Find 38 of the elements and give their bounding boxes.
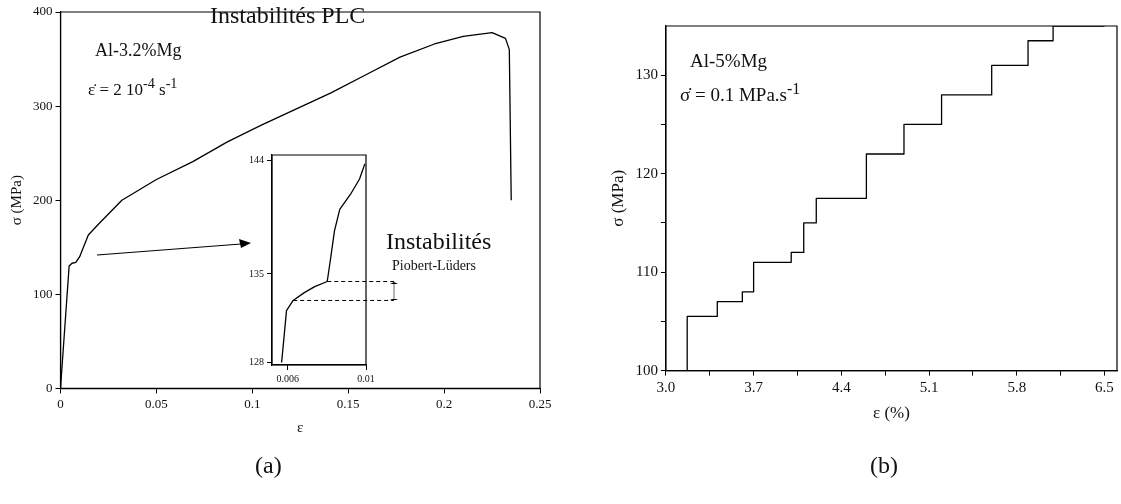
x-tick-label: 0 xyxy=(57,395,64,411)
x-axis-title: ε xyxy=(297,418,304,435)
y-tick-label: 128 xyxy=(249,356,264,368)
x-tick-label: 3.0 xyxy=(656,378,676,395)
x-tick-label: 3.7 xyxy=(744,378,764,395)
y-tick-label: 100 xyxy=(33,285,53,301)
y-tick-label: 200 xyxy=(33,191,53,207)
x-tick-label: 0.2 xyxy=(435,395,453,411)
y-tick-label: 135 xyxy=(249,267,264,279)
x-tick-label: 5.8 xyxy=(1007,378,1027,395)
annotation: σ̇ = 0.1 MPa.s$^{-1}$ xyxy=(680,80,801,107)
x-tick-label: 0.25 xyxy=(528,395,552,411)
text: (a) xyxy=(255,452,282,479)
x-tick-label: 0.05 xyxy=(145,395,168,411)
x-tick-label: 6.5 xyxy=(1095,378,1114,395)
y-tick-label: 130 xyxy=(635,66,658,83)
y-tick-label: 300 xyxy=(33,97,53,113)
annotation: Al-3.2%Mg xyxy=(95,40,182,61)
annotation: Instabilités PLC xyxy=(210,2,366,29)
text: (b) xyxy=(870,452,898,479)
y-tick-label: 100 xyxy=(635,361,658,378)
annotation: Instabilités xyxy=(386,228,492,255)
y-axis-title: σ (MPa) xyxy=(7,175,25,226)
annotation: Al-5%Mg xyxy=(690,50,768,72)
x-tick-label: 0.1 xyxy=(244,395,261,411)
x-tick-label: 0.006 xyxy=(276,372,299,384)
annotation: Piobert-Lüders xyxy=(392,258,476,274)
annotation: ε̇ = 2 10$^{-4}$ s$^{-1}$ xyxy=(88,75,178,100)
y-tick-label: 400 xyxy=(33,3,53,19)
x-tick-label: 0.01 xyxy=(357,372,375,384)
y-tick-label: 144 xyxy=(249,153,264,165)
x-tick-label: 4.4 xyxy=(831,378,852,395)
x-tick-label: 5.1 xyxy=(919,378,939,395)
y-axis-title: σ (MPa) xyxy=(607,169,627,227)
y-tick-label: 120 xyxy=(635,164,658,181)
x-axis-title: ε (%) xyxy=(873,403,910,423)
x-tick-label: 0.15 xyxy=(336,395,360,411)
y-tick-label: 110 xyxy=(635,263,658,280)
